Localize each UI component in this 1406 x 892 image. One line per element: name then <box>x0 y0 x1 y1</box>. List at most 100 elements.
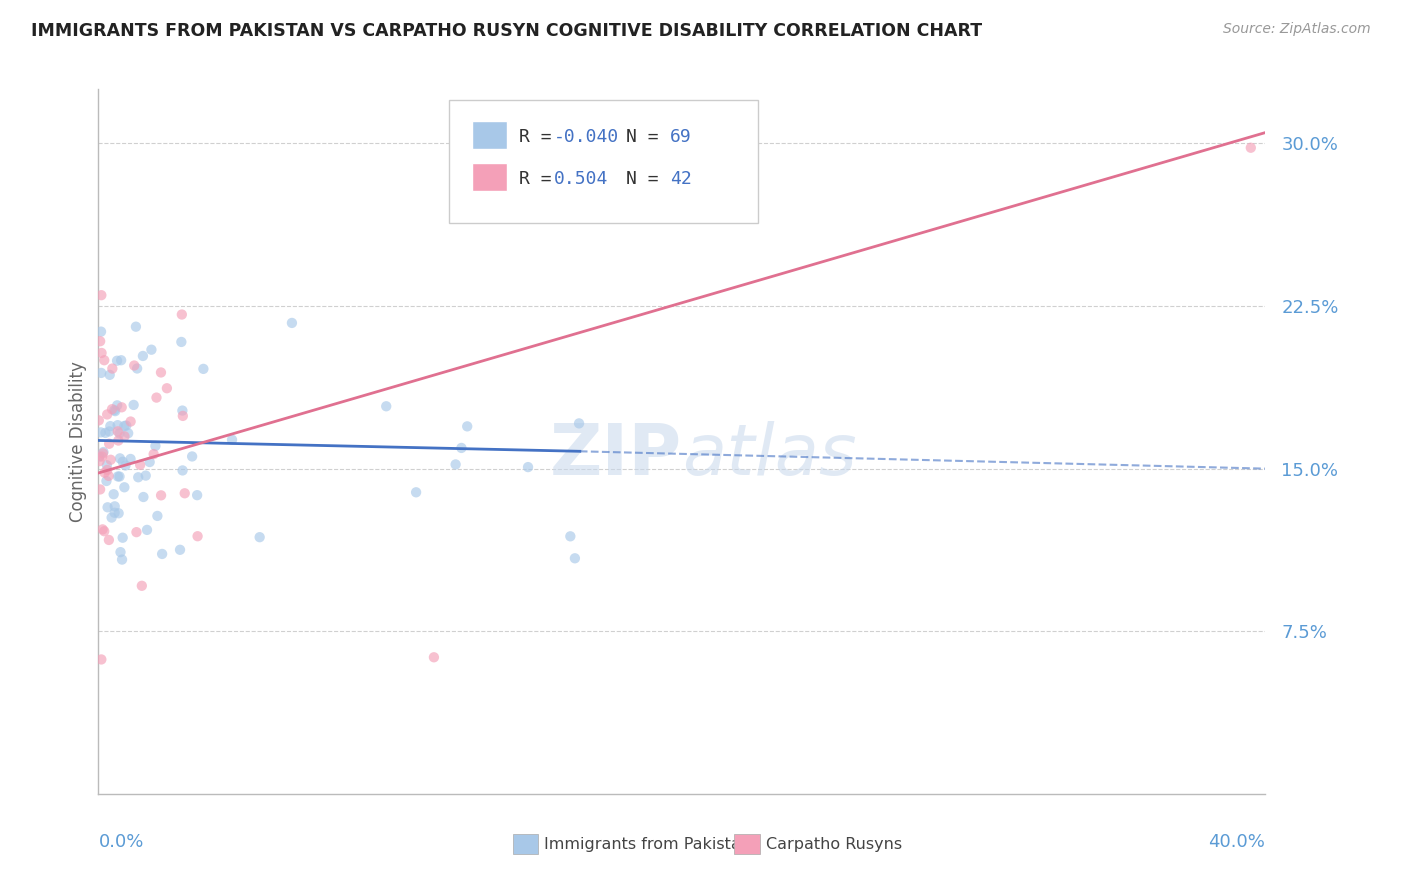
Point <box>111 552 134 566</box>
Point <box>103 403 125 417</box>
Point <box>456 419 478 434</box>
Point <box>156 381 179 395</box>
Point <box>141 343 163 357</box>
Point <box>138 455 160 469</box>
Point <box>132 490 155 504</box>
Point <box>97 533 120 547</box>
Point <box>100 452 122 467</box>
Point <box>108 451 131 466</box>
Point <box>115 418 138 433</box>
Point <box>450 441 472 455</box>
Text: ZIP: ZIP <box>550 421 682 490</box>
Text: R =: R = <box>519 128 562 146</box>
Point <box>145 439 167 453</box>
Point <box>105 398 128 412</box>
Point <box>96 458 118 473</box>
Point <box>111 455 134 469</box>
FancyBboxPatch shape <box>472 121 508 149</box>
Text: R =: R = <box>519 170 572 188</box>
Point <box>172 409 194 423</box>
Point <box>170 308 193 322</box>
Point <box>120 415 142 429</box>
Point <box>114 458 136 473</box>
Point <box>172 463 194 477</box>
Point <box>187 529 209 543</box>
Point <box>170 334 193 349</box>
Point <box>444 458 467 472</box>
Point <box>107 425 129 439</box>
Point <box>93 466 115 480</box>
Point <box>89 483 111 497</box>
Point <box>249 530 271 544</box>
Point <box>146 508 169 523</box>
Point <box>122 398 145 412</box>
Point <box>281 316 304 330</box>
Point <box>127 470 149 484</box>
Point <box>94 425 117 440</box>
Point <box>110 353 132 368</box>
Point <box>375 399 398 413</box>
Text: atlas: atlas <box>682 421 856 490</box>
Point <box>100 510 122 524</box>
Point <box>89 454 111 468</box>
Point <box>90 346 112 360</box>
Text: IMMIGRANTS FROM PAKISTAN VS CARPATHO RUSYN COGNITIVE DISABILITY CORRELATION CHAR: IMMIGRANTS FROM PAKISTAN VS CARPATHO RUS… <box>31 22 981 40</box>
Point <box>120 452 142 467</box>
Text: -0.040: -0.040 <box>554 128 619 146</box>
Point <box>98 436 121 450</box>
Point <box>172 403 194 417</box>
Point <box>107 506 129 520</box>
Point <box>405 485 427 500</box>
Y-axis label: Cognitive Disability: Cognitive Disability <box>69 361 87 522</box>
Point <box>117 426 139 441</box>
Point <box>108 426 131 441</box>
Point <box>169 542 191 557</box>
Point <box>112 419 135 434</box>
Point <box>103 487 125 501</box>
Point <box>91 446 114 460</box>
Point <box>87 413 110 427</box>
Point <box>107 434 129 448</box>
Point <box>104 506 127 520</box>
Point <box>101 402 124 417</box>
Point <box>104 500 127 514</box>
Point <box>89 334 111 349</box>
Point <box>131 579 153 593</box>
Point <box>96 408 118 422</box>
Point <box>127 361 149 376</box>
Point <box>90 288 112 302</box>
FancyBboxPatch shape <box>472 163 508 192</box>
Point <box>97 500 120 515</box>
Point <box>132 349 155 363</box>
Point <box>129 458 152 472</box>
Point <box>91 450 114 464</box>
Point <box>98 425 121 439</box>
Point <box>193 362 215 376</box>
Point <box>101 361 124 376</box>
Point <box>423 650 446 665</box>
Text: 40.0%: 40.0% <box>1209 832 1265 851</box>
Point <box>111 401 134 415</box>
Point <box>564 551 586 566</box>
Point <box>186 488 208 502</box>
Point <box>107 469 129 483</box>
Point <box>150 547 173 561</box>
FancyBboxPatch shape <box>734 834 761 854</box>
Point <box>136 523 159 537</box>
Point <box>93 353 115 368</box>
Point <box>149 366 172 380</box>
Point <box>125 525 148 540</box>
Point <box>125 319 148 334</box>
Text: N =: N = <box>626 128 669 146</box>
Point <box>221 433 243 447</box>
Point <box>108 469 131 483</box>
Text: Carpatho Rusyns: Carpatho Rusyns <box>766 837 903 852</box>
Point <box>96 474 118 488</box>
Point <box>114 429 136 443</box>
FancyBboxPatch shape <box>449 100 758 223</box>
Point <box>98 419 121 434</box>
Point <box>90 366 112 380</box>
Point <box>93 524 115 539</box>
Text: Source: ZipAtlas.com: Source: ZipAtlas.com <box>1223 22 1371 37</box>
Point <box>181 450 204 464</box>
